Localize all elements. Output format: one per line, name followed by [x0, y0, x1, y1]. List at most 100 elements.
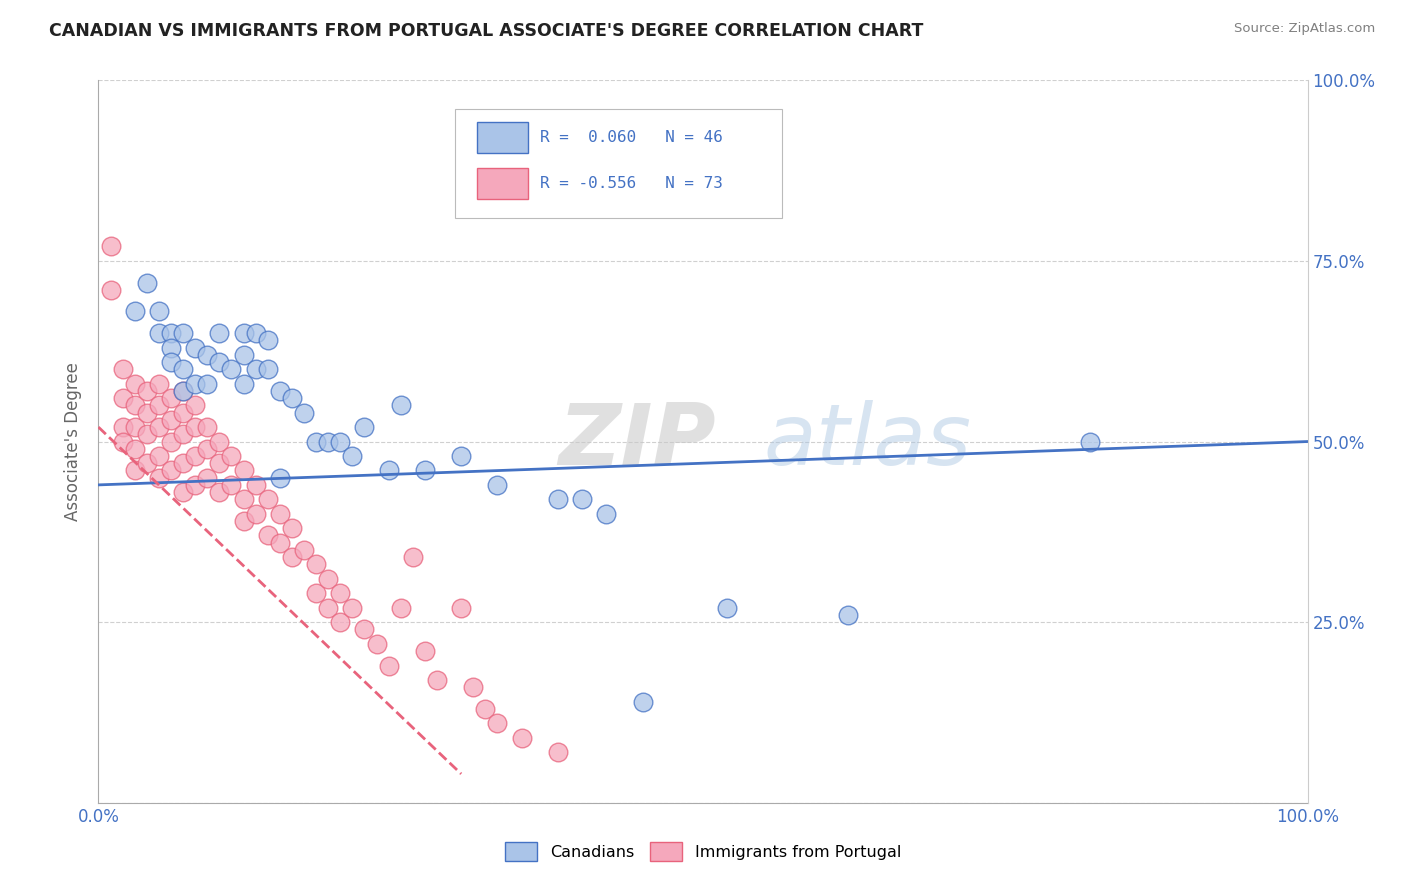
Point — [245, 507, 267, 521]
Point — [450, 600, 472, 615]
Point — [316, 572, 339, 586]
Point — [160, 326, 183, 340]
Point — [124, 398, 146, 412]
Point — [281, 391, 304, 405]
Point — [1078, 434, 1101, 449]
Point — [292, 542, 315, 557]
Point — [571, 492, 593, 507]
Point — [195, 420, 218, 434]
Point — [245, 478, 267, 492]
Point — [111, 420, 134, 434]
Point — [172, 427, 194, 442]
Point — [208, 434, 231, 449]
Point — [100, 239, 122, 253]
Point — [111, 434, 134, 449]
Point — [184, 341, 207, 355]
Point — [269, 470, 291, 484]
Point — [413, 644, 436, 658]
Point — [172, 384, 194, 398]
Text: atlas: atlas — [763, 400, 972, 483]
Point — [389, 600, 412, 615]
Point — [195, 348, 218, 362]
Point — [292, 406, 315, 420]
Point — [353, 623, 375, 637]
Point — [208, 456, 231, 470]
Legend: Canadians, Immigrants from Portugal: Canadians, Immigrants from Portugal — [499, 836, 907, 867]
Point — [124, 304, 146, 318]
Point — [221, 449, 243, 463]
Point — [148, 470, 170, 484]
Point — [329, 615, 352, 630]
Point — [172, 362, 194, 376]
Point — [305, 434, 328, 449]
Point — [160, 413, 183, 427]
Point — [305, 558, 328, 572]
Point — [195, 442, 218, 456]
Point — [160, 463, 183, 477]
Point — [547, 492, 569, 507]
Point — [172, 485, 194, 500]
Y-axis label: Associate's Degree: Associate's Degree — [65, 362, 83, 521]
Point — [135, 456, 157, 470]
Point — [148, 398, 170, 412]
Point — [221, 478, 243, 492]
Point — [486, 478, 509, 492]
Point — [547, 745, 569, 759]
Point — [208, 326, 231, 340]
Point — [269, 507, 291, 521]
Point — [256, 528, 278, 542]
Point — [195, 470, 218, 484]
Point — [377, 463, 399, 477]
Point — [135, 406, 157, 420]
Text: R = -0.556   N = 73: R = -0.556 N = 73 — [540, 176, 723, 191]
Text: R =  0.060   N = 46: R = 0.060 N = 46 — [540, 130, 723, 145]
Point — [329, 434, 352, 449]
Point — [111, 362, 134, 376]
Point — [510, 731, 533, 745]
Point — [160, 355, 183, 369]
Point — [184, 398, 207, 412]
Point — [172, 406, 194, 420]
Point — [172, 384, 194, 398]
Point — [389, 398, 412, 412]
Point — [221, 362, 243, 376]
FancyBboxPatch shape — [477, 169, 527, 199]
Point — [111, 391, 134, 405]
Point — [245, 326, 267, 340]
Point — [342, 600, 364, 615]
Point — [184, 376, 207, 391]
Point — [232, 492, 254, 507]
Point — [837, 607, 859, 622]
Point — [366, 637, 388, 651]
Point — [208, 355, 231, 369]
Point — [281, 521, 304, 535]
Point — [148, 420, 170, 434]
Point — [486, 716, 509, 731]
Point — [160, 434, 183, 449]
Point — [377, 658, 399, 673]
Point — [232, 326, 254, 340]
Point — [426, 673, 449, 687]
Point — [184, 478, 207, 492]
Point — [256, 492, 278, 507]
Point — [305, 586, 328, 600]
Point — [595, 507, 617, 521]
Point — [329, 586, 352, 600]
Point — [353, 420, 375, 434]
Point — [245, 362, 267, 376]
Point — [269, 535, 291, 549]
Point — [148, 304, 170, 318]
Point — [342, 449, 364, 463]
Point — [269, 384, 291, 398]
Point — [184, 420, 207, 434]
Point — [160, 391, 183, 405]
Point — [316, 600, 339, 615]
Point — [232, 514, 254, 528]
Point — [195, 376, 218, 391]
Point — [631, 695, 654, 709]
Point — [208, 485, 231, 500]
Point — [124, 442, 146, 456]
Point — [402, 550, 425, 565]
Point — [172, 456, 194, 470]
Point — [716, 600, 738, 615]
